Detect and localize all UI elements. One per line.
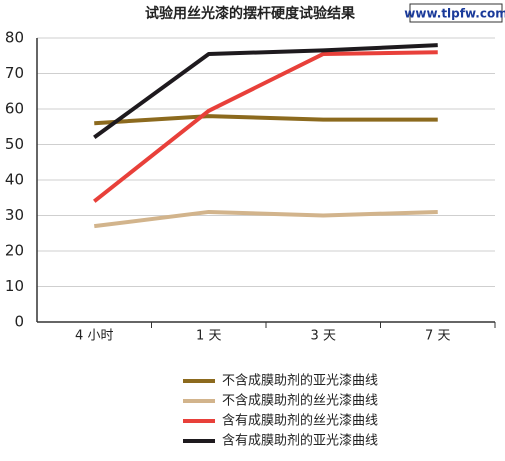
y-tick-label: 50 xyxy=(5,135,24,153)
x-tick-label: 1 天 xyxy=(196,329,221,344)
x-tick-label: 7 天 xyxy=(425,329,450,344)
x-tick-label: 4 小时 xyxy=(75,329,113,344)
y-tick-label: 30 xyxy=(5,206,24,224)
y-tick-label: 40 xyxy=(5,171,24,189)
x-tick-label: 3 天 xyxy=(311,329,336,344)
watermark-box xyxy=(409,3,503,23)
watermark: www.tlpfw.com xyxy=(404,7,505,21)
y-tick-label: 80 xyxy=(5,29,24,47)
legend-label: 含有成膜助剂的丝光漆曲线 xyxy=(222,413,378,429)
series-line xyxy=(94,114,438,126)
series-line xyxy=(93,43,438,140)
y-tick-label: 70 xyxy=(5,64,24,82)
chart-title: 试验用丝光漆的摆杆硬度试验结果 xyxy=(145,5,356,22)
legend-label: 不含成膜助剂的丝光漆曲线 xyxy=(222,393,378,409)
y-tick-label: 20 xyxy=(5,242,24,260)
legend-label: 不含成膜助剂的亚光漆曲线 xyxy=(222,373,378,389)
y-tick-label: 60 xyxy=(5,100,24,118)
y-tick-label: 10 xyxy=(5,277,24,295)
legend-label: 含有成膜助剂的亚光漆曲线 xyxy=(222,433,378,449)
y-tick-label: 0 xyxy=(14,313,24,331)
series-line xyxy=(94,209,438,229)
series-line xyxy=(93,50,438,203)
